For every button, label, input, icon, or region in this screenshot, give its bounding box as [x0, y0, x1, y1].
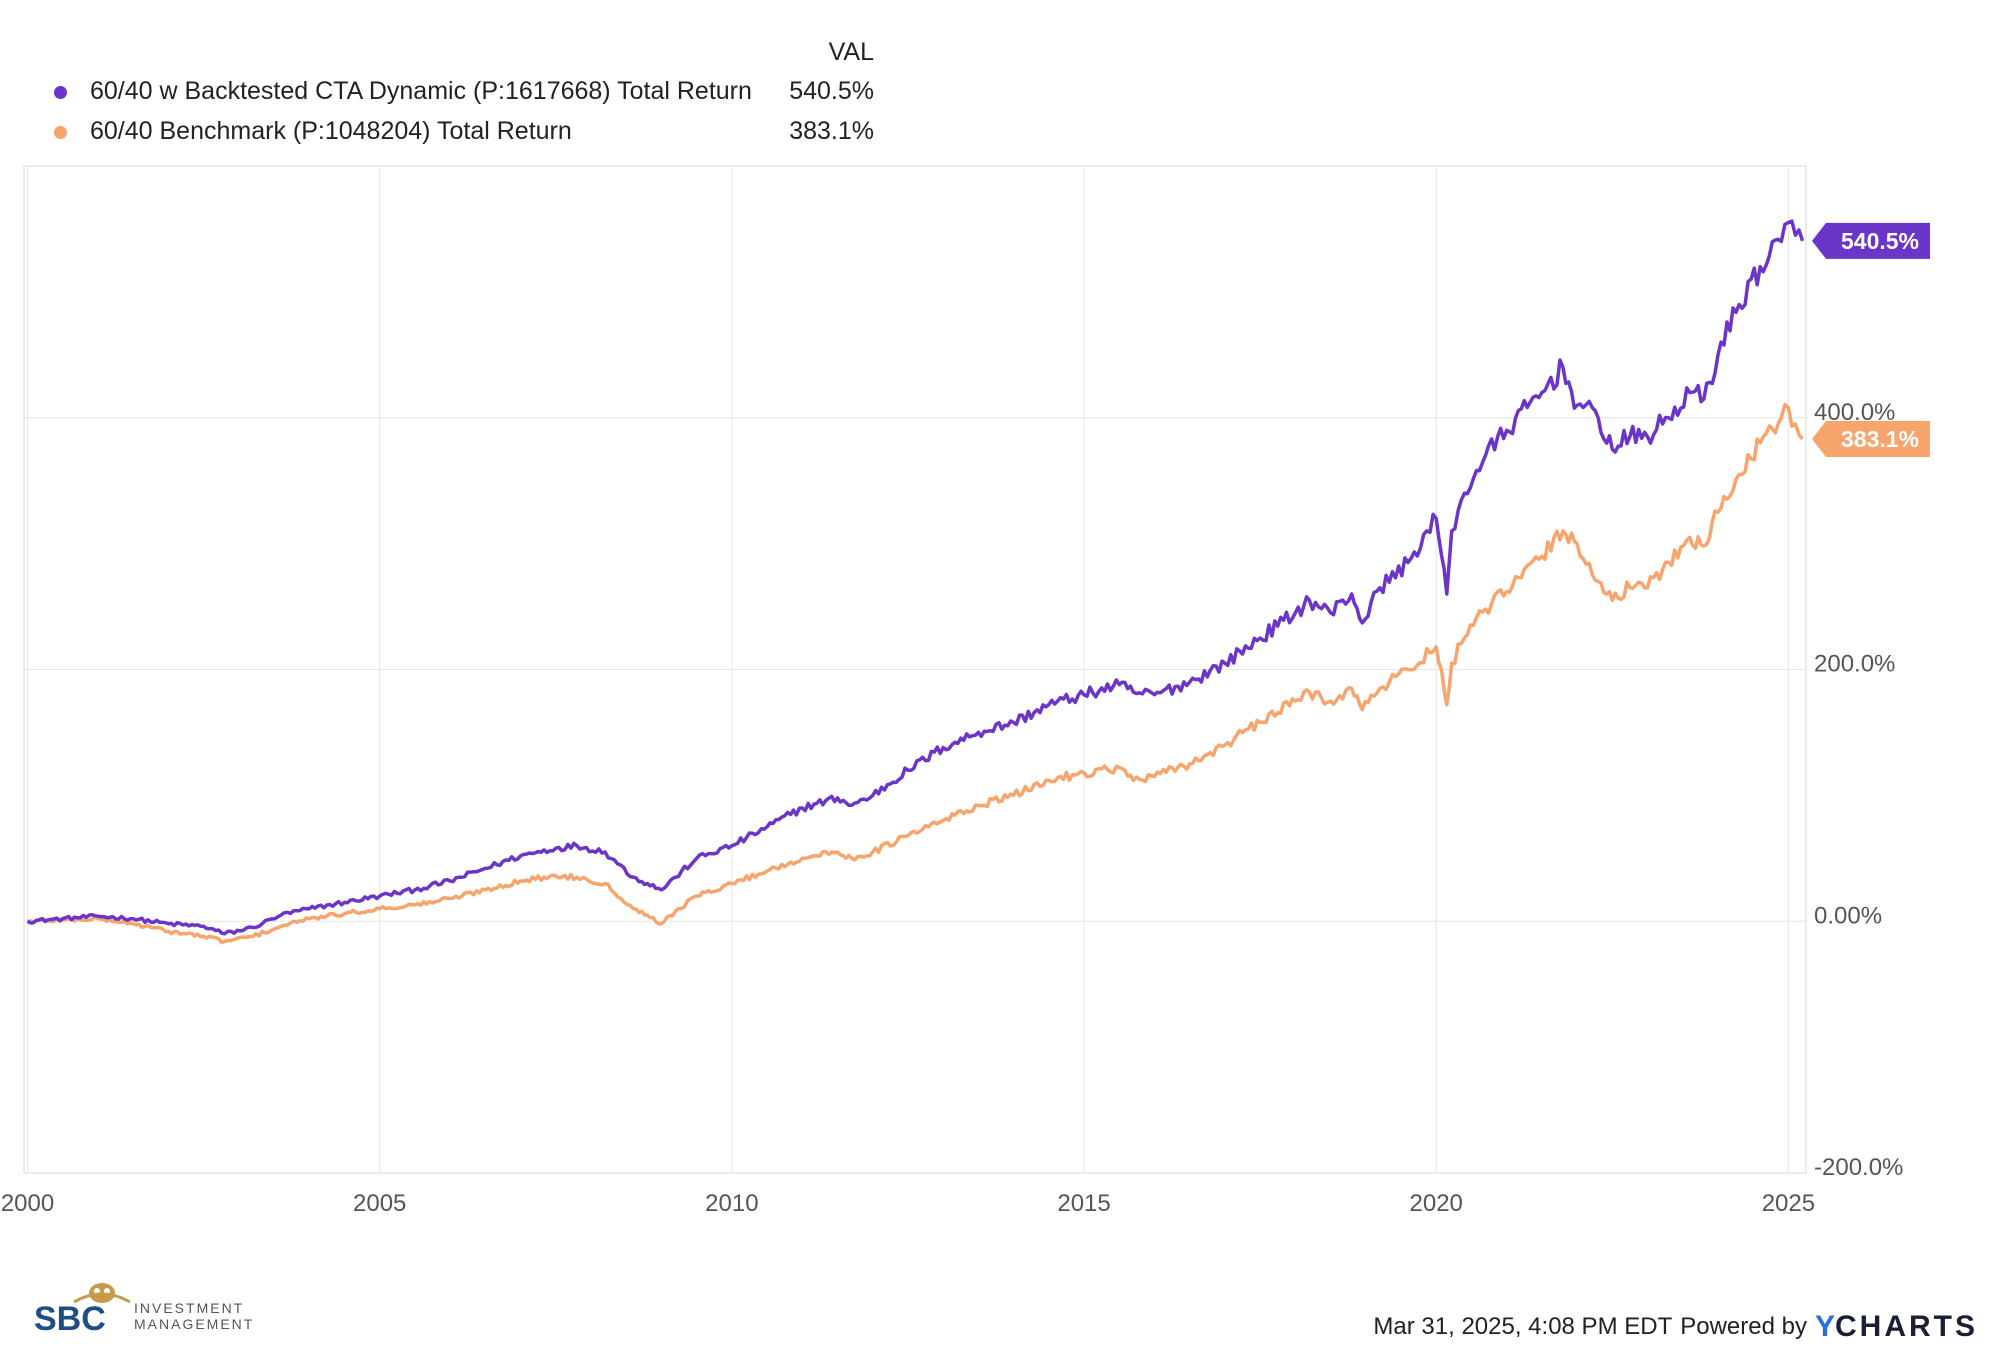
chart-grid [24, 166, 1806, 1174]
logo-line2: MANAGEMENT [134, 1316, 254, 1332]
chart-legend: VAL 60/40 w Backtested CTA Dynamic (P:16… [40, 34, 890, 154]
legend-item-benchmark[interactable]: 60/40 Benchmark (P:1048204) Total Return… [40, 114, 890, 150]
logo-letters: SBC [34, 1300, 106, 1338]
chart-footer: Mar 31, 2025, 4:08 PM EDT Powered by Y CH… [1373, 1310, 1978, 1344]
logo-line1: INVESTMENT [134, 1300, 244, 1316]
x-tick-label: 2000 [1, 1190, 54, 1217]
series-line-benchmark[interactable] [27, 402, 1804, 945]
end-flag-benchmark [1812, 421, 1930, 458]
end-flag-label-cta-dynamic: 540.5% [1841, 228, 1919, 254]
series-layer [26, 219, 1805, 945]
x-tick-label: 2020 [1410, 1190, 1463, 1217]
x-tick-label: 2015 [1057, 1190, 1110, 1217]
legend-label-benchmark: 60/40 Benchmark (P:1048204) Total Return [90, 117, 572, 145]
plot-frame [23, 165, 1807, 1174]
x-tick-label: 2025 [1762, 1190, 1815, 1217]
legend-item-cta-dynamic[interactable]: 60/40 w Backtested CTA Dynamic (P:161766… [40, 74, 890, 110]
series-line-cta-dynamic[interactable] [26, 219, 1805, 936]
y-tick-label: 200.0% [1814, 651, 1895, 678]
end-value-flags: 540.5% 383.1% [1812, 222, 1930, 458]
footer-powered-by: Powered by [1680, 1313, 1807, 1340]
footer-timestamp: Mar 31, 2025, 4:08 PM EDT [1373, 1313, 1673, 1340]
axis-ticks: 2000 2005 2010 2015 2020 2025 -200.0% 0.00% 200.… [1, 399, 1904, 1217]
legend-value-benchmark: 383.1% [789, 117, 874, 145]
ycharts-logo-text[interactable]: CHARTS [1835, 1310, 1978, 1343]
end-flag-label-benchmark: 383.1% [1841, 426, 1919, 452]
x-tick-label: 2005 [353, 1190, 406, 1217]
y-tick-label: -200.0% [1814, 1154, 1903, 1181]
end-flag-cta-dynamic [1812, 222, 1930, 259]
legend-dot-cta-dynamic [54, 86, 67, 99]
y-tick-label: 0.00% [1814, 902, 1882, 929]
sbc-investment-management-logo: SBC INVESTMENT MANAGEMENT [34, 1283, 254, 1338]
legend-dot-benchmark [54, 126, 67, 139]
legend-label-cta-dynamic: 60/40 w Backtested CTA Dynamic (P:161766… [90, 77, 752, 105]
legend-value-cta-dynamic: 540.5% [789, 77, 874, 105]
x-tick-label: 2010 [705, 1190, 758, 1217]
ycharts-logo-y[interactable]: Y [1814, 1310, 1835, 1343]
legend-value-header: VAL [828, 38, 874, 66]
